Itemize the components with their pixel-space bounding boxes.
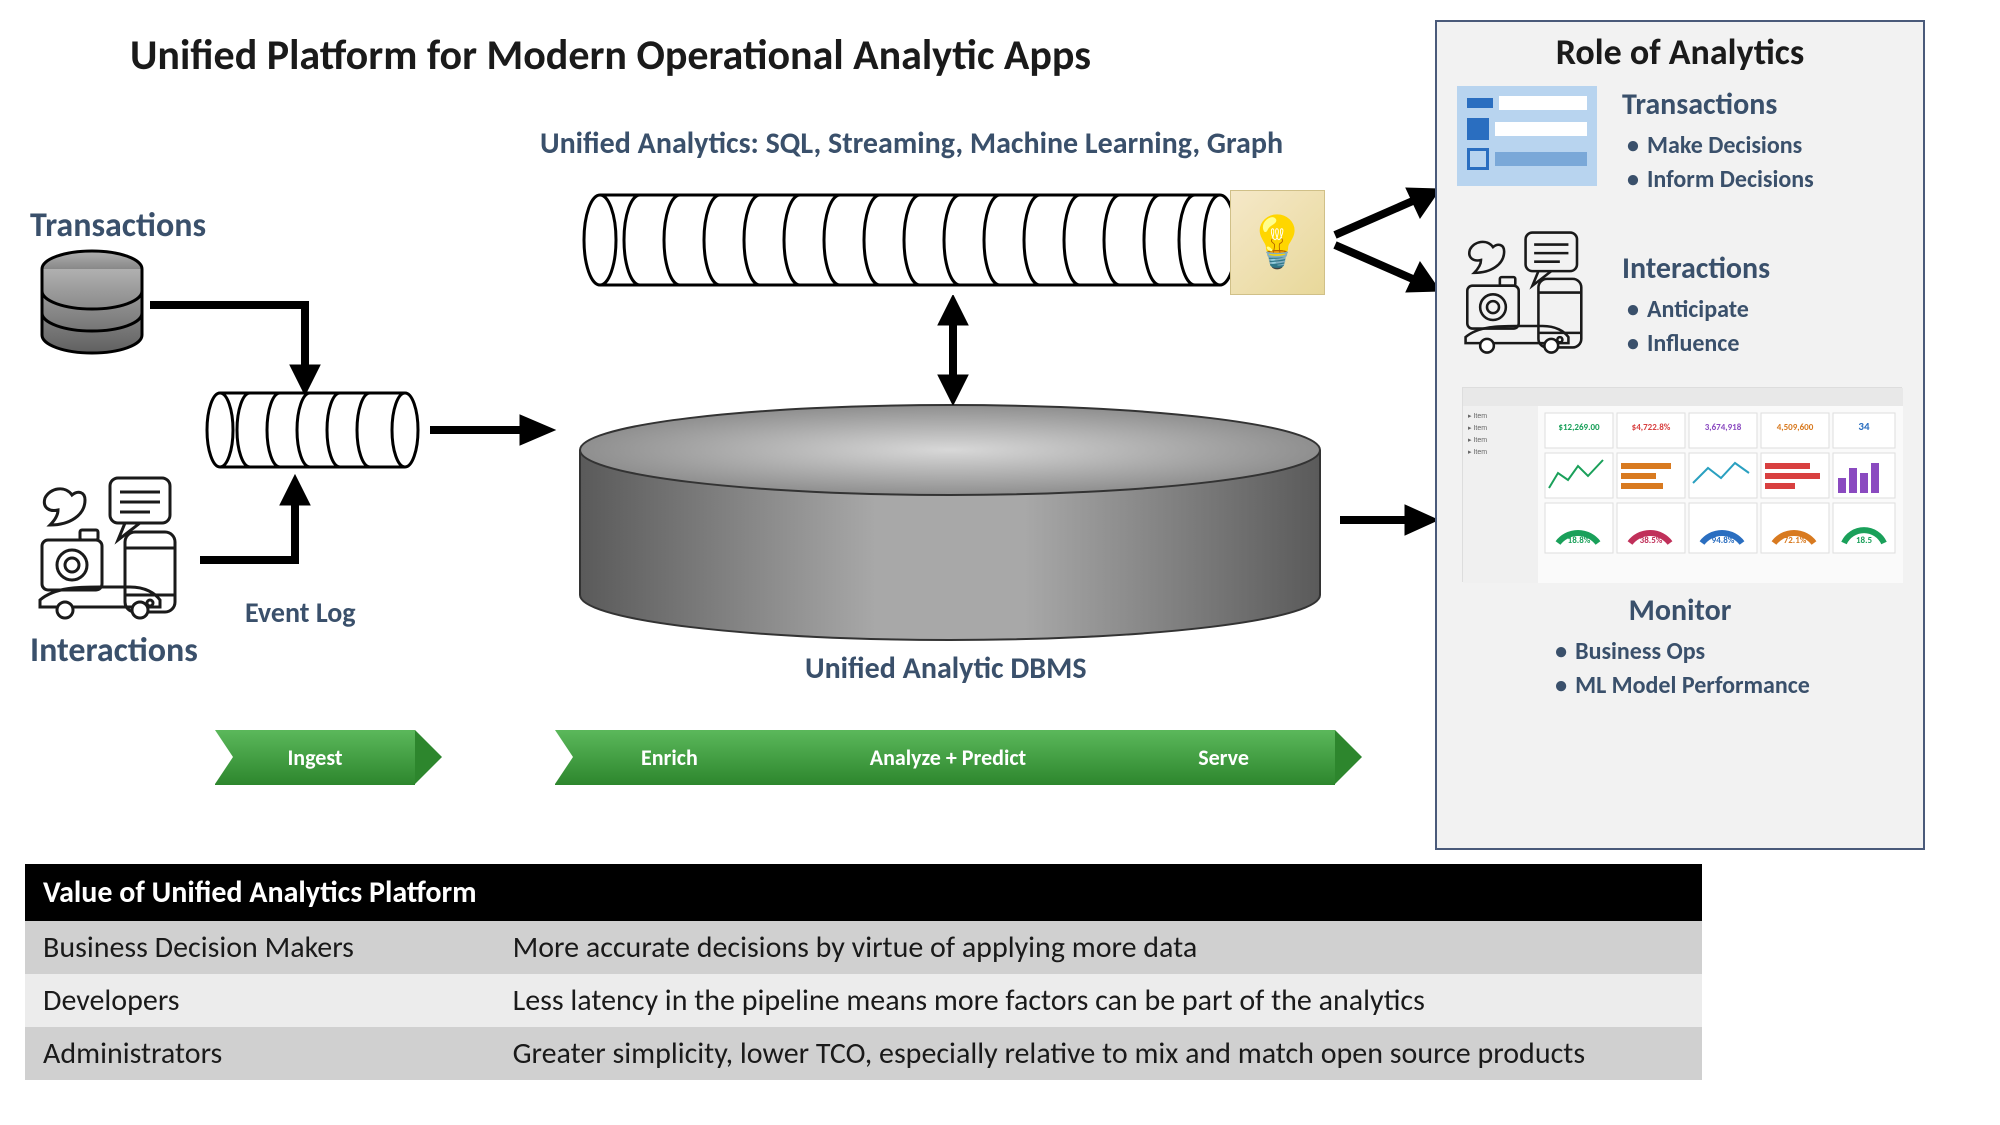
table-cell: More accurate decisions by virtue of app… <box>495 921 1703 974</box>
svg-text:▸ Item: ▸ Item <box>1468 449 1487 456</box>
table-cell: Greater simplicity, lower TCO, especiall… <box>495 1027 1703 1080</box>
lightbulb-icon: 💡 <box>1230 190 1325 295</box>
table-cell: Less latency in the pipeline means more … <box>495 974 1703 1027</box>
table-cell: Business Decision Makers <box>25 921 495 974</box>
table-header: Value of Unified Analytics Platform <box>25 864 495 921</box>
chevron-enrich-label: Enrich <box>641 744 698 771</box>
interactions-label: Interactions <box>30 630 198 671</box>
value-table: Value of Unified Analytics Platform Busi… <box>25 864 1702 1080</box>
svg-text:72.1%: 72.1% <box>1784 535 1807 546</box>
panel-monitor-heading: Monitor <box>1462 592 1898 629</box>
panel-transactions-heading: Transactions <box>1622 86 1903 123</box>
dbms-label: Unified Analytic DBMS <box>805 650 1087 687</box>
arrow-dbms-to-analytics <box>928 295 978 405</box>
table-cell: Developers <box>25 974 495 1027</box>
transactions-label: Transactions <box>30 205 206 246</box>
svg-text:4,509,600: 4,509,600 <box>1777 422 1814 433</box>
social-icons <box>30 470 205 625</box>
table-row: Administrators Greater simplicity, lower… <box>25 1027 1702 1080</box>
arrow-interactions-to-log <box>200 470 320 570</box>
chevron-main: Enrich Analyze + Predict Serve <box>555 730 1335 785</box>
table-cell: Administrators <box>25 1027 495 1080</box>
panel-monitor-item: ML Model Performance <box>1550 669 1810 703</box>
arrow-dbms-to-monitor <box>1340 500 1440 540</box>
panel-interactions-heading: Interactions <box>1622 250 1903 287</box>
panel-transactions: Transactions Make Decisions Inform Decis… <box>1437 74 1923 208</box>
svg-text:38.5%: 38.5% <box>1640 535 1663 546</box>
dbms-cylinder <box>560 400 1340 655</box>
page-title: Unified Platform for Modern Operational … <box>130 30 1091 81</box>
svg-text:18.5: 18.5 <box>1856 535 1873 546</box>
svg-text:34: 34 <box>1858 420 1870 433</box>
arrow-bulb-to-panel-top <box>1330 175 1450 305</box>
panel-interactions-item: Influence <box>1622 327 1903 361</box>
panel-transactions-item: Inform Decisions <box>1622 163 1903 197</box>
svg-text:$12,269.00: $12,269.00 <box>1558 422 1600 433</box>
unified-analytics-label: Unified Analytics: SQL, Streaming, Machi… <box>540 125 1283 162</box>
panel-monitor: ▸ Item ▸ Item ▸ Item ▸ Item $12,269.00 $… <box>1437 377 1923 712</box>
panel-transactions-item: Make Decisions <box>1622 129 1903 163</box>
form-icon <box>1457 86 1607 186</box>
svg-text:$4,722.8%: $4,722.8% <box>1632 422 1671 433</box>
svg-text:3,674,918: 3,674,918 <box>1705 422 1742 433</box>
svg-text:18.8%: 18.8% <box>1568 535 1591 546</box>
svg-text:▸ Item: ▸ Item <box>1468 437 1487 444</box>
chevron-ingest: Ingest <box>215 730 415 785</box>
database-icon <box>35 245 150 360</box>
panel-title: Role of Analytics <box>1437 30 1923 74</box>
panel-monitor-item: Business Ops <box>1550 635 1810 669</box>
arrow-log-to-dbms <box>430 410 560 450</box>
chevron-ingest-label: Ingest <box>287 744 342 771</box>
chevron-serve-label: Serve <box>1198 744 1249 771</box>
table-header-empty <box>495 864 1703 921</box>
table-row: Developers Less latency in the pipeline … <box>25 974 1702 1027</box>
event-log-label: Event Log <box>245 595 356 630</box>
arrow-transactions-to-log <box>150 300 330 400</box>
svg-text:94.8%: 94.8% <box>1712 535 1735 546</box>
svg-text:▸ Item: ▸ Item <box>1468 413 1487 420</box>
dashboard-thumbnail: ▸ Item ▸ Item ▸ Item ▸ Item $12,269.00 $… <box>1462 387 1902 582</box>
chevron-analyze-label: Analyze + Predict <box>870 744 1026 771</box>
social-icons-small <box>1457 220 1607 365</box>
panel-interactions-item: Anticipate <box>1622 293 1903 327</box>
svg-text:▸ Item: ▸ Item <box>1468 425 1487 432</box>
analytics-cylinder <box>580 185 1240 300</box>
panel-interactions: Interactions Anticipate Influence <box>1437 208 1923 377</box>
table-row: Business Decision Makers More accurate d… <box>25 921 1702 974</box>
role-panel: Role of Analytics Transactions Make Deci… <box>1435 20 1925 850</box>
